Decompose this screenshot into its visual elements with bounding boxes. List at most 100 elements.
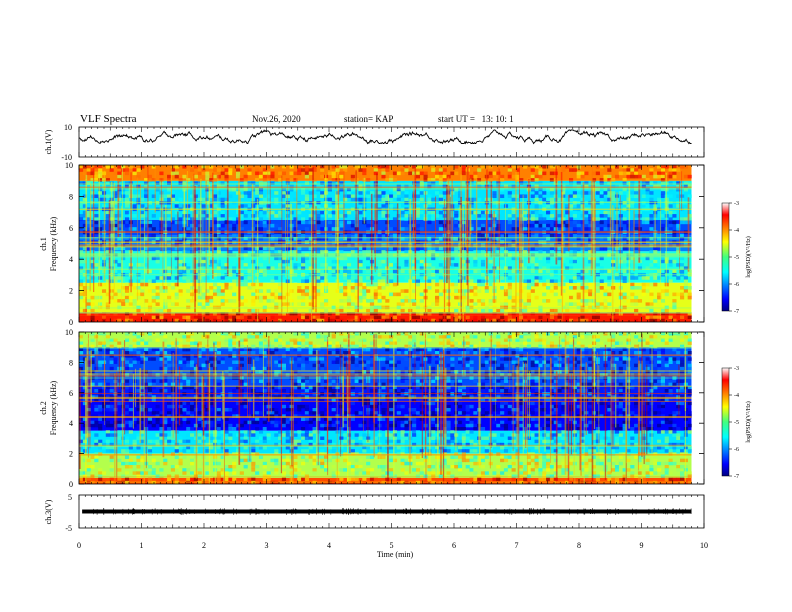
spec1-cell xyxy=(412,165,417,169)
spec1-cell xyxy=(557,197,562,202)
spec1-cell xyxy=(569,253,574,257)
spec1-cell xyxy=(98,197,103,202)
spec1-cell xyxy=(480,299,486,303)
spec1-cell xyxy=(454,214,459,218)
spec1-cell xyxy=(258,184,264,189)
spec1-cell xyxy=(366,233,371,238)
spec1-cell xyxy=(480,315,486,320)
spec2-cell xyxy=(86,360,91,364)
spec1-cell xyxy=(124,197,130,202)
spec1-cell xyxy=(549,191,554,195)
spec2-cell xyxy=(247,347,252,352)
spec1-cell xyxy=(197,181,202,185)
spec1-cell xyxy=(304,256,309,261)
spec1-cell xyxy=(618,259,623,264)
spec1-cell xyxy=(132,312,137,316)
spec1-cell xyxy=(274,178,279,182)
spec1-cell xyxy=(258,165,264,169)
spec1-cell xyxy=(588,227,593,231)
spec1-cell xyxy=(170,292,176,297)
spec1-cell xyxy=(454,253,459,257)
spec2-cell xyxy=(178,366,183,371)
spec2-cell xyxy=(392,389,398,393)
spec1-cell xyxy=(580,236,585,241)
spec1-cell xyxy=(377,269,382,274)
spec1-cell xyxy=(224,197,229,202)
spec2-cell xyxy=(358,338,363,342)
spec1-cell xyxy=(396,259,401,264)
spec2-cell xyxy=(86,370,91,374)
spec1-cell xyxy=(358,236,363,241)
spec1-cell xyxy=(281,259,287,264)
spec1-cell xyxy=(680,266,685,270)
spec1-cell xyxy=(392,312,398,316)
spec1-cell xyxy=(657,184,662,189)
spec2-cell xyxy=(442,385,447,390)
spec1-cell xyxy=(645,191,650,195)
spec2-cell xyxy=(335,341,340,345)
spec1-cell xyxy=(469,253,474,257)
spec2-cell xyxy=(155,373,160,377)
spec2-cell xyxy=(301,363,306,368)
spec2-cell xyxy=(136,357,141,361)
spec1-cell xyxy=(354,318,359,322)
spec1-cell xyxy=(212,220,218,225)
spec1-cell xyxy=(454,263,459,267)
spec1-cell xyxy=(523,194,528,199)
spec2-cell xyxy=(274,370,279,374)
spec1-cell xyxy=(534,282,539,287)
spec1-cell xyxy=(316,220,321,225)
spec1-cell xyxy=(680,217,685,221)
spec2-cell xyxy=(450,341,455,345)
spec2-cell xyxy=(312,385,317,390)
spec2-cell xyxy=(653,335,658,339)
spec1-cell xyxy=(454,210,459,215)
spec1-cell xyxy=(404,253,409,257)
spec1-cell xyxy=(343,194,348,199)
spec1-cell xyxy=(611,165,616,169)
spec1-cell xyxy=(603,187,608,192)
spec1-cell xyxy=(542,223,547,228)
spec1-streak xyxy=(447,176,450,279)
spec1-cell xyxy=(281,253,287,257)
spec2-cell xyxy=(484,351,489,355)
spec1-cell xyxy=(331,308,336,313)
spec1-cell xyxy=(672,269,677,274)
spec1-cell xyxy=(320,194,325,199)
spec2-cell xyxy=(90,357,95,361)
spec1-cell xyxy=(660,289,666,293)
spec1-cell xyxy=(258,191,264,195)
spec1-cell xyxy=(565,204,570,208)
spec1-cell xyxy=(373,171,378,176)
spec1-cell xyxy=(278,253,283,257)
spec1-cell xyxy=(312,233,317,238)
spec1-cell xyxy=(492,305,497,310)
spec1-streak xyxy=(110,181,113,300)
spec1-cell xyxy=(618,246,623,251)
spec2-cell xyxy=(113,360,118,364)
spec2-cell xyxy=(465,357,470,361)
spec1-cell xyxy=(266,233,271,238)
spec1-cell xyxy=(477,236,482,241)
spec1-cell xyxy=(664,292,669,297)
spec1-cell xyxy=(415,171,421,176)
spec2-cell xyxy=(304,360,309,364)
spec1-cell xyxy=(438,227,443,231)
spec2-cell xyxy=(159,347,164,352)
spec1-cell xyxy=(293,318,298,322)
spec1-cell xyxy=(442,178,447,182)
spec1-cell xyxy=(350,250,355,254)
spec1-streak xyxy=(108,200,111,304)
spec1-cell xyxy=(542,289,547,293)
spec2-cell xyxy=(258,341,264,345)
spec1-cell xyxy=(197,292,202,297)
spec1-cell xyxy=(281,204,287,208)
spec1-cell xyxy=(212,259,218,264)
spec1-cell xyxy=(584,299,589,303)
spec2-cell xyxy=(197,382,202,387)
spec2-cell xyxy=(304,389,309,393)
spec2-cell xyxy=(645,360,650,364)
spec1-cell xyxy=(603,210,608,215)
spec2-cell xyxy=(549,389,554,393)
spec2-cell xyxy=(538,344,543,349)
